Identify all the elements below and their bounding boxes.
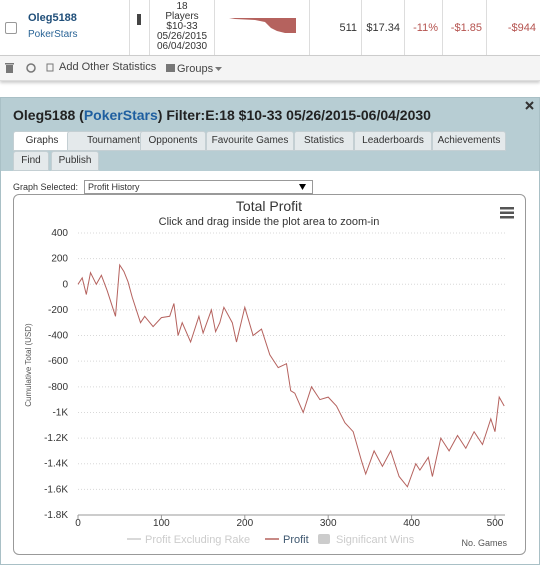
profit: -$944 bbox=[507, 21, 536, 34]
tab[interactable]: Find bbox=[13, 151, 49, 171]
chart-title: Total Profit bbox=[236, 198, 302, 214]
y-tick-label: -1.6K bbox=[44, 484, 68, 495]
dropdown-arrow bbox=[299, 184, 306, 190]
panel-title: Oleg5188 (PokerStars) Filter:E:18 $10-33… bbox=[13, 107, 431, 123]
graph-selected: Profit History bbox=[88, 182, 140, 192]
add-stats-button[interactable]: Add Other Statistics bbox=[59, 61, 157, 73]
refresh-icon[interactable] bbox=[26, 63, 36, 73]
filter-cell: 18 Players $10-33 05/26/2015 06/04/2030 bbox=[150, 0, 215, 55]
filter-line: 18 bbox=[176, 1, 188, 12]
x-tick-label: 400 bbox=[403, 518, 420, 529]
y-tick-label: -800 bbox=[48, 382, 68, 393]
toolbar-icons bbox=[5, 63, 54, 73]
graph-dropdown[interactable]: Profit History bbox=[84, 180, 313, 194]
filter-line: 05/26/2015 bbox=[156, 31, 208, 42]
site-name: PokerStars bbox=[28, 29, 78, 40]
name-cell: Oleg5188 PokerStars bbox=[22, 0, 130, 55]
stake: $17.34 bbox=[366, 21, 400, 34]
player-name[interactable]: Oleg5188 bbox=[28, 12, 77, 24]
filter-line: Players bbox=[165, 11, 199, 22]
x-tick-label: 300 bbox=[320, 518, 337, 529]
chart-frame bbox=[13, 194, 526, 555]
x-tick-label: 200 bbox=[236, 518, 253, 529]
y-tick-label: 0 bbox=[62, 279, 68, 290]
filter-line: $10-33 bbox=[166, 21, 198, 32]
stake-cell: $17.34 bbox=[362, 0, 405, 55]
legend-item: Significant Wins bbox=[336, 534, 415, 546]
y-tick-label: -1.4K bbox=[44, 459, 68, 470]
chart: Total Profit Click and drag inside the p… bbox=[24, 198, 514, 548]
avg-profit-cell: -$1.85 bbox=[443, 0, 487, 55]
tab[interactable]: Opponents bbox=[140, 131, 206, 151]
filter-line: 06/04/2030 bbox=[156, 41, 208, 52]
y-tick-label: -1.8K bbox=[44, 510, 68, 521]
roi: -11% bbox=[413, 21, 438, 34]
y-tick-label: -400 bbox=[48, 331, 68, 342]
tab[interactable]: Leaderboards bbox=[354, 131, 432, 151]
bar-icon bbox=[137, 14, 141, 25]
roi-cell: -11% bbox=[405, 0, 443, 55]
games: 511 bbox=[339, 21, 357, 34]
y-tick-label: -1K bbox=[52, 407, 68, 418]
title-suffix: ) Filter:E:18 $10-33 05/26/2015-06/04/20… bbox=[157, 107, 431, 123]
y-axis-label: Cumulative Total (USD) bbox=[24, 323, 33, 407]
chart-subtitle: Click and drag inside the plot area to z… bbox=[159, 216, 380, 228]
groups-caret bbox=[215, 67, 222, 71]
tab[interactable]: Statistics bbox=[294, 131, 354, 151]
avg-profit: -$1.85 bbox=[450, 21, 482, 34]
tab[interactable]: Publish bbox=[51, 151, 99, 171]
sparkline-area bbox=[229, 18, 296, 33]
x-tick-label: 100 bbox=[153, 518, 170, 529]
x-tick-label: 0 bbox=[75, 518, 81, 529]
y-tick-label: 400 bbox=[51, 228, 68, 239]
trash-lid bbox=[5, 63, 14, 65]
tab[interactable]: Favourite Games bbox=[206, 131, 294, 151]
y-tick-label: -200 bbox=[48, 305, 68, 316]
graph-selected-label: Graph Selected: bbox=[13, 182, 79, 192]
close-button[interactable] bbox=[525, 101, 535, 111]
checkbox[interactable] bbox=[5, 22, 17, 34]
legend-item: Profit bbox=[283, 534, 309, 546]
games-cell: 511 bbox=[310, 0, 362, 55]
x-axis-label: No. Games bbox=[461, 538, 507, 548]
tab[interactable]: Achievements bbox=[432, 131, 506, 151]
y-tick-label: 200 bbox=[51, 254, 68, 265]
y-tick-label: -1.2K bbox=[44, 433, 68, 444]
groups-icon bbox=[166, 64, 175, 72]
trash-icon[interactable] bbox=[6, 65, 13, 73]
toolbar: Add Other Statistics Groups bbox=[0, 56, 540, 81]
tab[interactable]: Graphs bbox=[13, 131, 71, 151]
add-icon bbox=[46, 63, 54, 72]
legend-symbol bbox=[318, 534, 330, 544]
menu-button[interactable] bbox=[500, 207, 514, 219]
title-prefix: Oleg5188 ( bbox=[13, 107, 84, 123]
legend-item: Profit Excluding Rake bbox=[145, 534, 250, 546]
sparkline bbox=[229, 18, 296, 33]
sparkline-cell bbox=[215, 0, 310, 55]
profit-line bbox=[77, 263, 505, 488]
title-site: PokerStars bbox=[83, 107, 158, 123]
y-tick-label: -600 bbox=[48, 356, 68, 367]
icon-cell bbox=[130, 0, 150, 55]
profit-cell: -$944 bbox=[487, 0, 540, 55]
x-tick-label: 500 bbox=[487, 518, 504, 529]
groups-button[interactable]: Groups bbox=[177, 63, 214, 75]
stats-row: Oleg5188 PokerStars 18 Players $10-33 05/26… bbox=[0, 0, 540, 56]
